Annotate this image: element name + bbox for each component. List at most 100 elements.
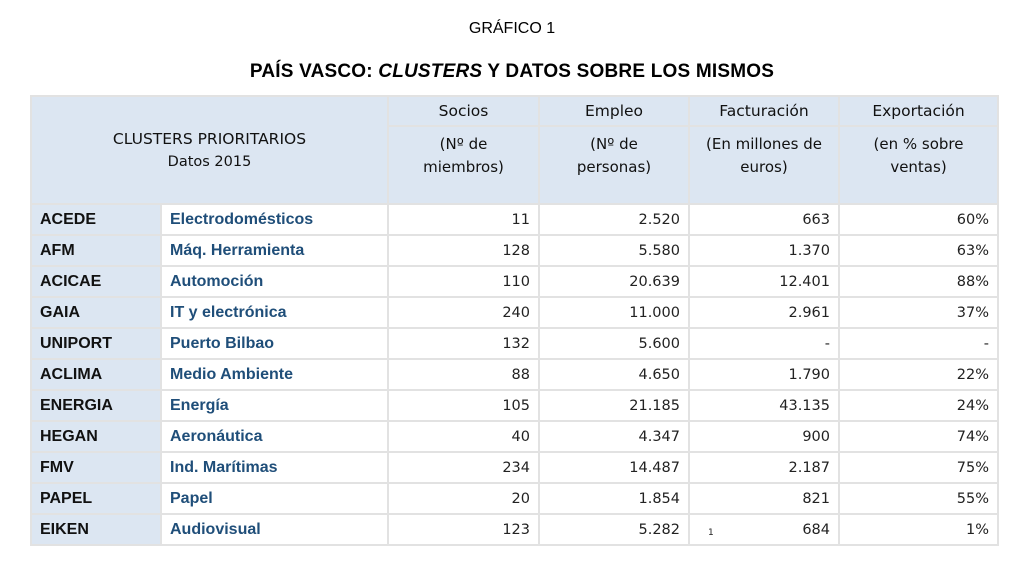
empleo-cell: 2.520 (538, 203, 690, 236)
cluster-code: ENERGIA (30, 389, 162, 422)
table-row: GAIA IT y electrónica 240 11.000 2.961 3… (30, 296, 999, 329)
unit-line: miembros) (423, 158, 504, 176)
socios-cell: 234 (387, 451, 540, 484)
header-empleo: Empleo (538, 95, 690, 127)
facturacion-value: 821 (802, 490, 830, 507)
facturacion-cell: 900 (688, 420, 840, 453)
header-sub: Datos 2015 (167, 153, 252, 170)
facturacion-value: 1.370 (788, 242, 830, 259)
facturacion-value: 900 (802, 428, 830, 445)
cluster-sector: Medio Ambiente (160, 358, 389, 391)
facturacion-value: 2.187 (788, 459, 830, 476)
cluster-code: ACLIMA (30, 358, 162, 391)
table-row: AFM Máq. Herramienta 128 5.580 1.370 63% (30, 234, 999, 267)
facturacion-value: 2.961 (788, 304, 830, 321)
cluster-code: FMV (30, 451, 162, 484)
facturacion-cell: 43.135 (688, 389, 840, 422)
unit-line: (en % sobre (873, 135, 964, 153)
cluster-sector: Electrodomésticos (160, 203, 389, 236)
socios-cell: 123 (387, 513, 540, 546)
empleo-cell: 11.000 (538, 296, 690, 329)
exportacion-cell: 75% (838, 451, 999, 484)
facturacion-value: 663 (802, 211, 830, 228)
empleo-cell: 5.600 (538, 327, 690, 360)
socios-cell: 240 (387, 296, 540, 329)
empleo-cell: 4.650 (538, 358, 690, 391)
table-row: ACICAE Automoción 110 20.639 12.401 88% (30, 265, 999, 298)
exportacion-cell: 88% (838, 265, 999, 298)
facturacion-value: 684 (802, 521, 830, 538)
cluster-code: UNIPORT (30, 327, 162, 360)
unit-line: personas) (576, 158, 652, 176)
header-socios: Socios (387, 95, 540, 127)
cluster-sector: Puerto Bilbao (160, 327, 389, 360)
cluster-sector: IT y electrónica (160, 296, 389, 329)
table-row: EIKEN Audiovisual 123 5.282 1 684 1% (30, 513, 999, 546)
figure-label: GRÁFICO 1 (468, 20, 556, 37)
cluster-code: PAPEL (30, 482, 162, 515)
title-italic: CLUSTERS (378, 61, 483, 82)
footnote-marker: 1 (708, 528, 714, 538)
exportacion-cell: 24% (838, 389, 999, 422)
socios-cell: 40 (387, 420, 540, 453)
socios-cell: 88 (387, 358, 540, 391)
facturacion-cell: - (688, 327, 840, 360)
socios-cell: 105 (387, 389, 540, 422)
unit-line: (Nº de (439, 135, 488, 153)
cluster-code: ACICAE (30, 265, 162, 298)
empleo-cell: 21.185 (538, 389, 690, 422)
header-exportacion: Exportación (838, 95, 999, 127)
header-main: CLUSTERS PRIORITARIOS (112, 129, 307, 148)
cluster-code: AFM (30, 234, 162, 267)
facturacion-cell: 2.961 (688, 296, 840, 329)
facturacion-cell: 663 (688, 203, 840, 236)
exportacion-cell: 60% (838, 203, 999, 236)
socios-cell: 11 (387, 203, 540, 236)
header-unit: (en % sobre ventas) (838, 125, 999, 205)
empleo-cell: 14.487 (538, 451, 690, 484)
facturacion-cell: 1.790 (688, 358, 840, 391)
exportacion-cell: 63% (838, 234, 999, 267)
cluster-code: ACEDE (30, 203, 162, 236)
facturacion-cell: 821 (688, 482, 840, 515)
cluster-sector: Máq. Herramienta (160, 234, 389, 267)
facturacion-value: 1.790 (788, 366, 830, 383)
clusters-table: CLUSTERS PRIORITARIOS Datos 2015 Socios E… (30, 95, 999, 546)
table-row: ACEDE Electrodomésticos 11 2.520 663 60% (30, 203, 999, 236)
empleo-cell: 20.639 (538, 265, 690, 298)
facturacion-cell: 1.370 (688, 234, 840, 267)
cluster-code: GAIA (30, 296, 162, 329)
header-unit: (En millones de euros) (688, 125, 840, 205)
unit-line: euros) (740, 158, 788, 176)
title-suffix: Y DATOS SOBRE LOS MISMOS (482, 61, 775, 82)
cluster-sector: Audiovisual (160, 513, 389, 546)
table-row: ENERGIA Energía 105 21.185 43.135 24% (30, 389, 999, 422)
table-row: UNIPORT Puerto Bilbao 132 5.600 - - (30, 327, 999, 360)
exportacion-cell: 37% (838, 296, 999, 329)
facturacion-value: 12.401 (779, 273, 830, 290)
unit-line: (En millones de (706, 135, 822, 153)
header-facturacion: Facturación (688, 95, 840, 127)
cluster-sector: Ind. Marítimas (160, 451, 389, 484)
header-unit: (Nº de personas) (538, 125, 690, 205)
cluster-sector: Aeronáutica (160, 420, 389, 453)
table-row: PAPEL Papel 20 1.854 821 55% (30, 482, 999, 515)
facturacion-cell: 1 684 (688, 513, 840, 546)
header-unit: (Nº de miembros) (387, 125, 540, 205)
facturacion-cell: 12.401 (688, 265, 840, 298)
title-prefix: PAÍS VASCO: (249, 61, 379, 82)
facturacion-value: 43.135 (779, 397, 830, 414)
cluster-sector: Energía (160, 389, 389, 422)
socios-cell: 110 (387, 265, 540, 298)
empleo-cell: 1.854 (538, 482, 690, 515)
cluster-sector: Automoción (160, 265, 389, 298)
socios-cell: 132 (387, 327, 540, 360)
exportacion-cell: 55% (838, 482, 999, 515)
unit-line: (Nº de (590, 135, 638, 153)
table-row: ACLIMA Medio Ambiente 88 4.650 1.790 22% (30, 358, 999, 391)
page-title: PAÍS VASCO: CLUSTERS Y DATOS SOBRE LOS M… (0, 61, 1024, 83)
exportacion-cell: 1% (838, 513, 999, 546)
facturacion-value: - (824, 335, 830, 352)
header-clusters: CLUSTERS PRIORITARIOS Datos 2015 (30, 95, 389, 205)
socios-cell: 20 (387, 482, 540, 515)
